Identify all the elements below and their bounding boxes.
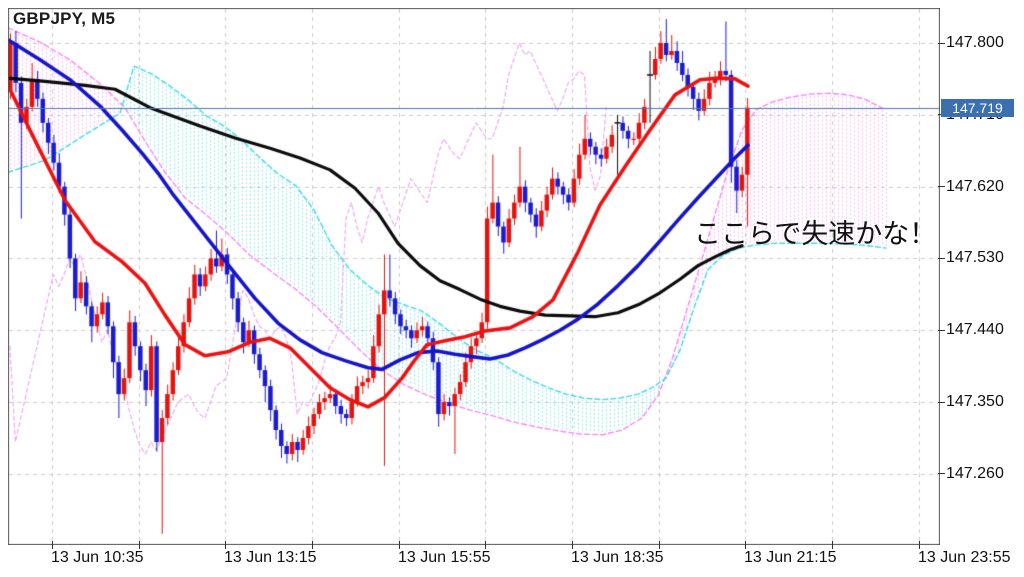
time-axis-tick — [745, 541, 746, 549]
time-axis-tick — [572, 541, 573, 549]
time-axis-tick — [52, 541, 53, 549]
time-axis-tick — [225, 541, 226, 549]
time-axis-tick — [139, 541, 140, 549]
price-axis-label: 147.440 — [946, 321, 1004, 339]
time-axis-label: 13 Jun 23:55 — [918, 549, 1011, 566]
chart-title: GBPJPY, M5 — [13, 9, 116, 28]
price-axis-label: 147.620 — [946, 177, 1004, 195]
time-axis-tick — [919, 541, 920, 549]
time-axis-tick — [832, 541, 833, 549]
price-axis-tick — [938, 329, 945, 331]
price-axis-label: 147.530 — [946, 249, 1004, 267]
time-axis-label: 13 Jun 10:35 — [51, 549, 144, 566]
chart-canvas[interactable] — [8, 8, 940, 545]
price-axis-tick — [938, 186, 945, 188]
time-axis-tick — [659, 541, 660, 549]
time-axis-label: 13 Jun 18:35 — [571, 549, 664, 566]
current-price-badge: 147.719 — [941, 98, 1014, 117]
annotation-text: ここらで失速かな！ — [694, 219, 937, 249]
price-axis-label: 147.350 — [946, 393, 1004, 411]
time-axis-tick — [312, 541, 313, 549]
time-axis-label: 13 Jun 21:15 — [744, 549, 837, 566]
time-axis-tick — [485, 541, 486, 549]
price-axis-label: 147.260 — [946, 464, 1004, 482]
price-axis-tick — [938, 401, 945, 403]
price-axis-label: 147.800 — [946, 34, 1004, 51]
current-price-badge-label: 147.719 — [952, 99, 1003, 116]
time-axis-label: 13 Jun 15:55 — [398, 549, 491, 566]
time-axis-tick — [399, 541, 400, 549]
price-axis-tick — [938, 42, 945, 44]
price-axis-tick — [938, 257, 945, 259]
price-axis-tick — [938, 473, 945, 475]
time-axis-label: 13 Jun 13:15 — [224, 549, 317, 566]
